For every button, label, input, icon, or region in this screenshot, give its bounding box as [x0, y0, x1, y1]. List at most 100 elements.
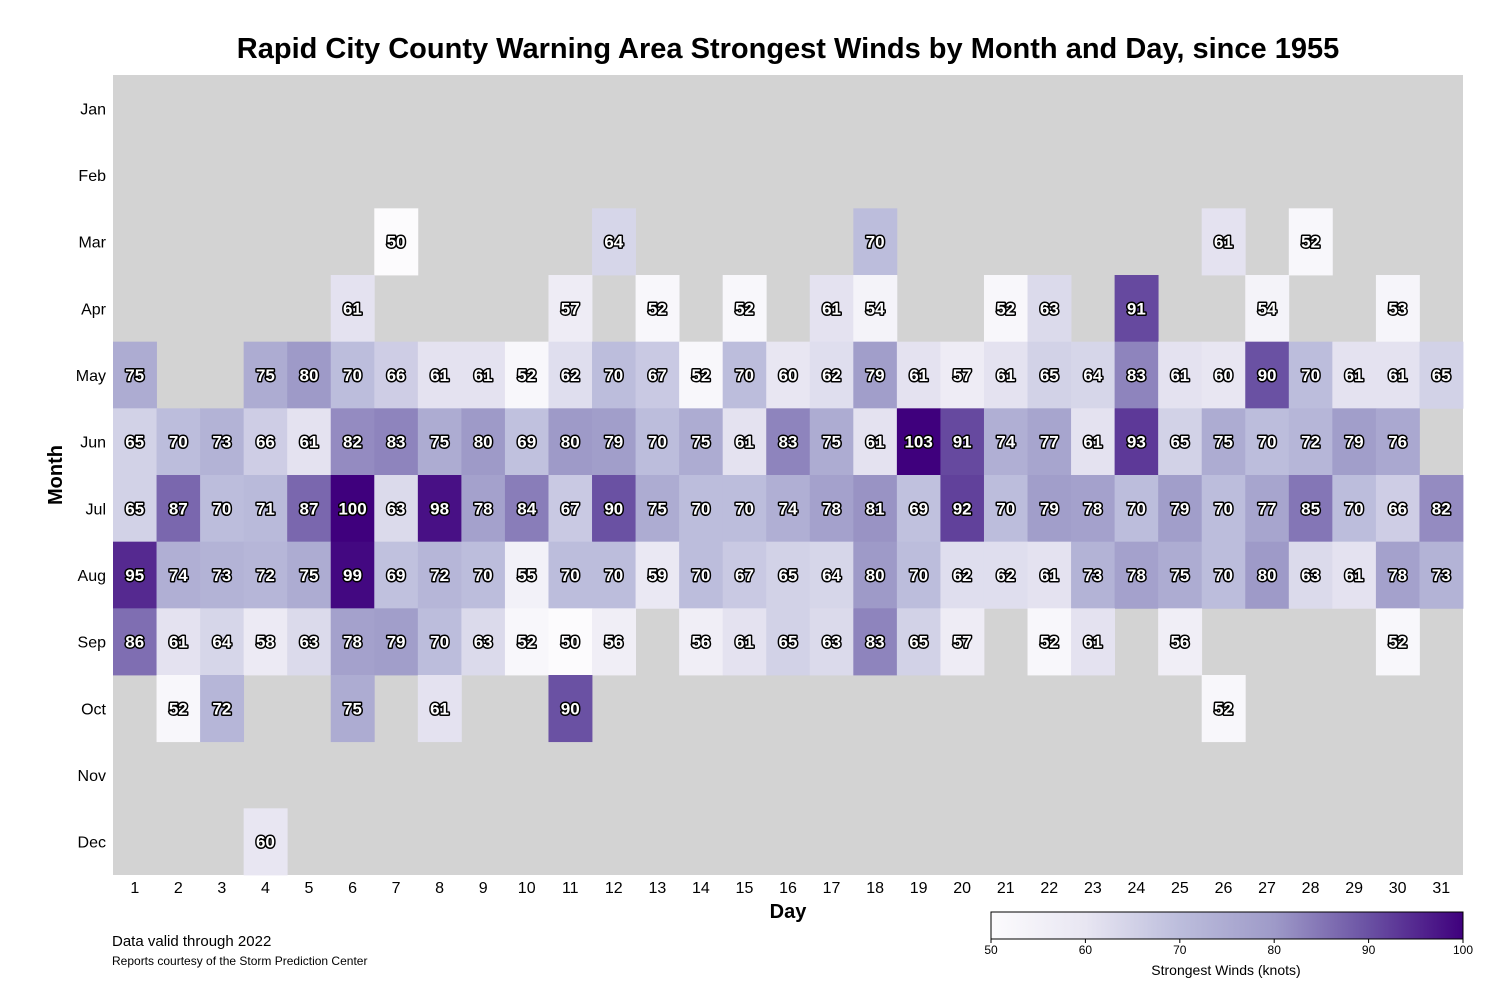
cell-value-label: 61: [735, 433, 754, 452]
heatmap-cell: [374, 208, 419, 276]
cell-value-label: 61: [1345, 366, 1364, 385]
cell-value-label: 92: [953, 499, 972, 518]
heatmap-cell: [853, 408, 898, 476]
x-tick-label: 19: [910, 880, 928, 897]
heatmap-cell: [1201, 408, 1246, 476]
heatmap-cell: [156, 675, 201, 743]
cell-value-label: 72: [212, 699, 231, 718]
cell-value-label: 54: [1258, 299, 1277, 318]
heatmap-cell: [243, 475, 288, 543]
cell-value-label: 62: [561, 366, 580, 385]
heatmap-cell: [722, 275, 767, 343]
heatmap-cell: [504, 608, 549, 676]
heatmap-cell: [1201, 341, 1246, 409]
heatmap-cell: [1071, 541, 1116, 609]
cell-value-label: 73: [212, 433, 231, 452]
cell-value-label: 78: [1127, 566, 1146, 585]
heatmap-cell: [592, 408, 636, 476]
cell-value-label: 70: [604, 566, 623, 585]
cell-value-label: 90: [604, 499, 623, 518]
heatmap-cell: [1332, 475, 1377, 543]
x-tick-label: 4: [261, 880, 270, 897]
cell-value-label: 65: [1040, 366, 1059, 385]
heatmap-cell: [461, 475, 506, 543]
heatmap-cell: [548, 475, 593, 543]
cell-value-label: 61: [996, 366, 1015, 385]
cell-value-label: 63: [1301, 566, 1320, 585]
heatmap-cell: [330, 408, 375, 476]
cell-value-label: 50: [387, 233, 406, 252]
cell-value-label: 61: [343, 299, 362, 318]
cell-value-label: 70: [1214, 499, 1233, 518]
heatmap-cell: [200, 408, 245, 476]
heatmap-cell: [809, 541, 854, 609]
x-tick-label: 9: [479, 880, 488, 897]
cell-value-label: 83: [387, 433, 406, 452]
heatmap-cell: [287, 341, 332, 409]
heatmap-cell: [766, 541, 811, 609]
cell-value-label: 91: [953, 433, 972, 452]
x-tick-label: 6: [348, 880, 357, 897]
heatmap-cell: [1071, 408, 1116, 476]
cell-value-label: 65: [909, 633, 928, 652]
heatmap-cell: [1027, 541, 1072, 609]
heatmap-cell: [766, 475, 811, 543]
cell-value-label: 61: [1388, 366, 1407, 385]
heatmap-cell: [1332, 408, 1377, 476]
x-tick-label: 25: [1171, 880, 1189, 897]
x-tick-label: 23: [1084, 880, 1102, 897]
heatmap-cell: [1201, 675, 1246, 743]
heatmap-cell: [1071, 341, 1116, 409]
heatmap-cell: [287, 541, 332, 609]
cell-value-label: 61: [866, 433, 885, 452]
y-tick-label: Dec: [78, 835, 106, 852]
cell-value-label: 70: [604, 366, 623, 385]
cell-value-label: 79: [1345, 433, 1364, 452]
heatmap-cell: [374, 608, 419, 676]
heatmap-cell: [1332, 541, 1377, 609]
cell-value-label: 52: [517, 633, 536, 652]
x-tick-label: 13: [648, 880, 666, 897]
cell-value-label: 54: [866, 299, 885, 318]
heatmap-cell: [896, 608, 941, 676]
heatmap-cell: [330, 541, 375, 609]
heatmap-cell: [548, 541, 593, 609]
y-tick-label: Nov: [78, 768, 106, 785]
heatmap-cell: [1158, 408, 1203, 476]
heatmap-cell: [200, 475, 245, 543]
heatmap-cell: [679, 341, 724, 409]
heatmap-cell: [243, 408, 288, 476]
heatmap-cell: [504, 341, 549, 409]
heatmap-cell: [374, 408, 419, 476]
cell-value-label: 70: [474, 566, 493, 585]
heatmap-cell: [1288, 408, 1333, 476]
heatmap-cell: [592, 475, 636, 543]
cell-value-label: 87: [300, 499, 319, 518]
cell-value-label: 66: [1388, 499, 1407, 518]
y-tick-label: Sep: [78, 635, 107, 652]
heatmap-cell: [679, 541, 724, 609]
heatmap-cell: [635, 408, 680, 476]
cell-value-label: 55: [517, 566, 536, 585]
cell-value-label: 82: [1432, 499, 1451, 518]
x-tick-label: 30: [1389, 880, 1407, 897]
heatmap-cell: [156, 608, 201, 676]
cell-value-label: 52: [996, 299, 1015, 318]
heatmap-cell: [330, 475, 375, 543]
heatmap-cell: [809, 608, 854, 676]
cell-value-label: 52: [1301, 233, 1320, 252]
heatmap-cell: [243, 541, 288, 609]
heatmap-cell: [722, 408, 767, 476]
heatmap-cell: [113, 408, 157, 476]
heatmap-cell: [679, 608, 724, 676]
y-axis-ticks: Jan Feb Mar Apr May Jun Jul Aug Sep Oct Nov Dec: [76, 101, 107, 851]
heatmap-cell: [896, 341, 941, 409]
cell-value-label: 56: [691, 633, 710, 652]
cell-value-label: 70: [1345, 499, 1364, 518]
cell-value-label: 61: [430, 699, 449, 718]
heatmap-cell: [548, 675, 593, 743]
cell-value-label: 50: [561, 633, 580, 652]
heatmap-cell: [548, 408, 593, 476]
heatmap-cell: [417, 541, 462, 609]
heatmap-cell: [504, 408, 549, 476]
